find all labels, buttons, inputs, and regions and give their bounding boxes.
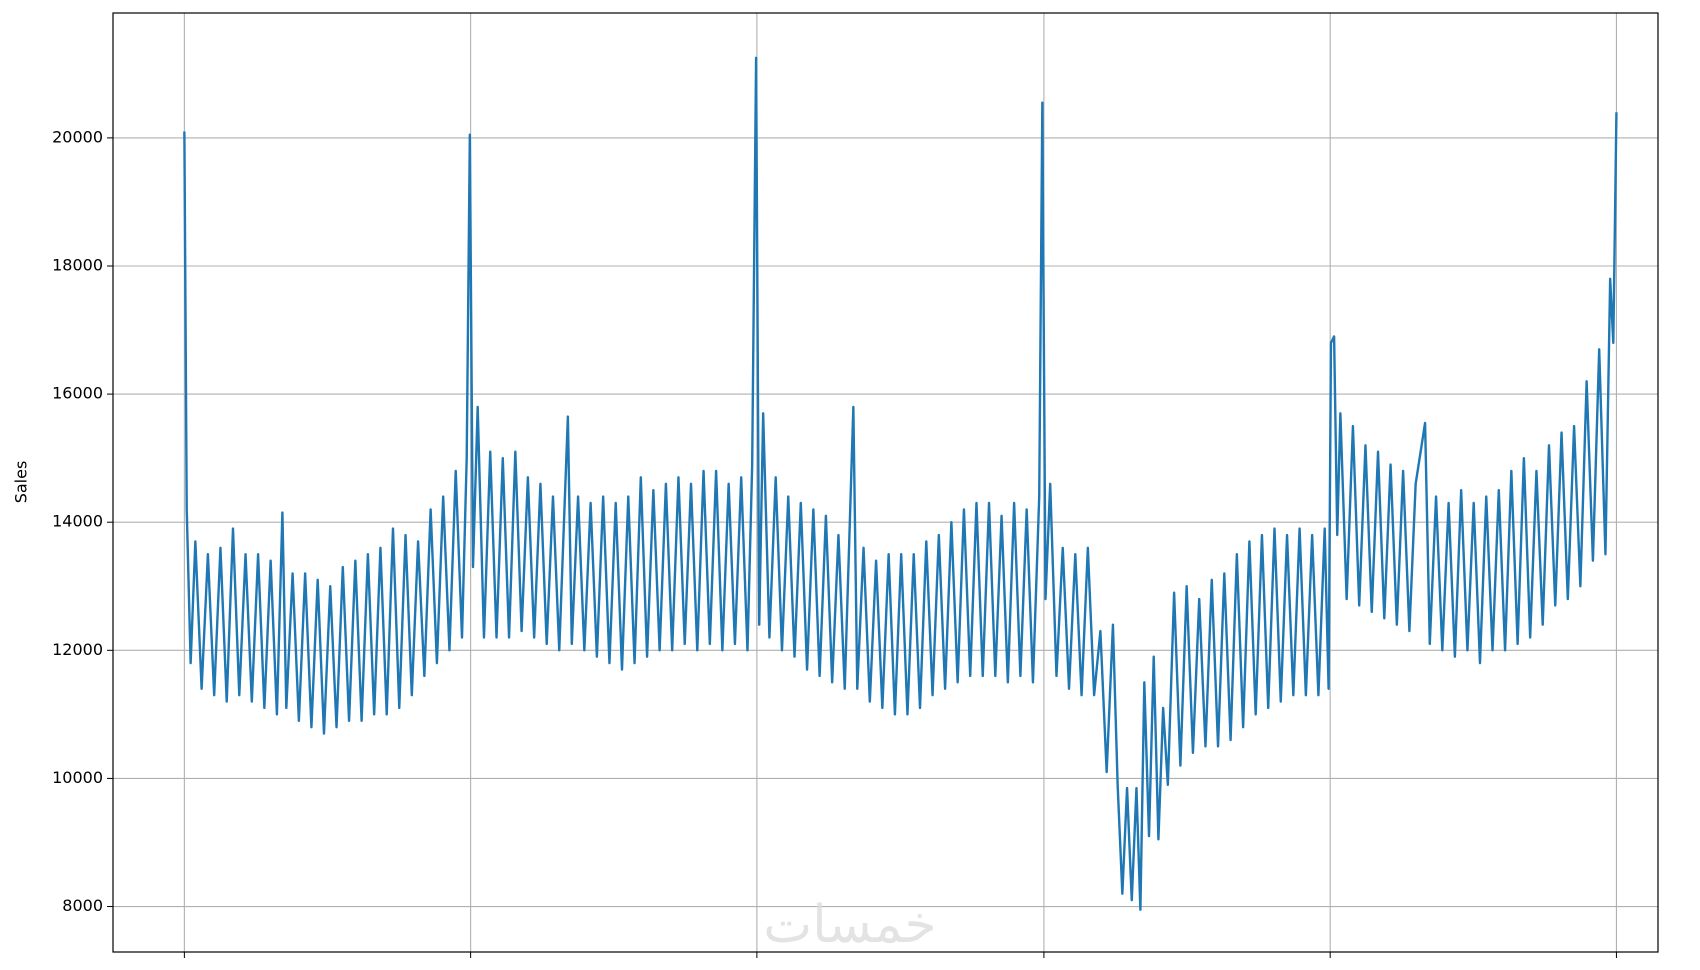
y-tick-label: 10000 <box>52 768 103 787</box>
y-tick-label: 16000 <box>52 384 103 403</box>
line-series <box>183 56 1618 911</box>
y-tick-label: 18000 <box>52 256 103 275</box>
y-tick-label: 14000 <box>52 512 103 531</box>
y-axis-label: Sales <box>12 461 31 504</box>
y-tick-label: 20000 <box>52 127 103 146</box>
y-tick-label: 8000 <box>62 896 103 915</box>
y-tick-label: 12000 <box>52 640 103 659</box>
plot-frame <box>112 12 1659 953</box>
watermark: خمسات <box>763 895 936 955</box>
